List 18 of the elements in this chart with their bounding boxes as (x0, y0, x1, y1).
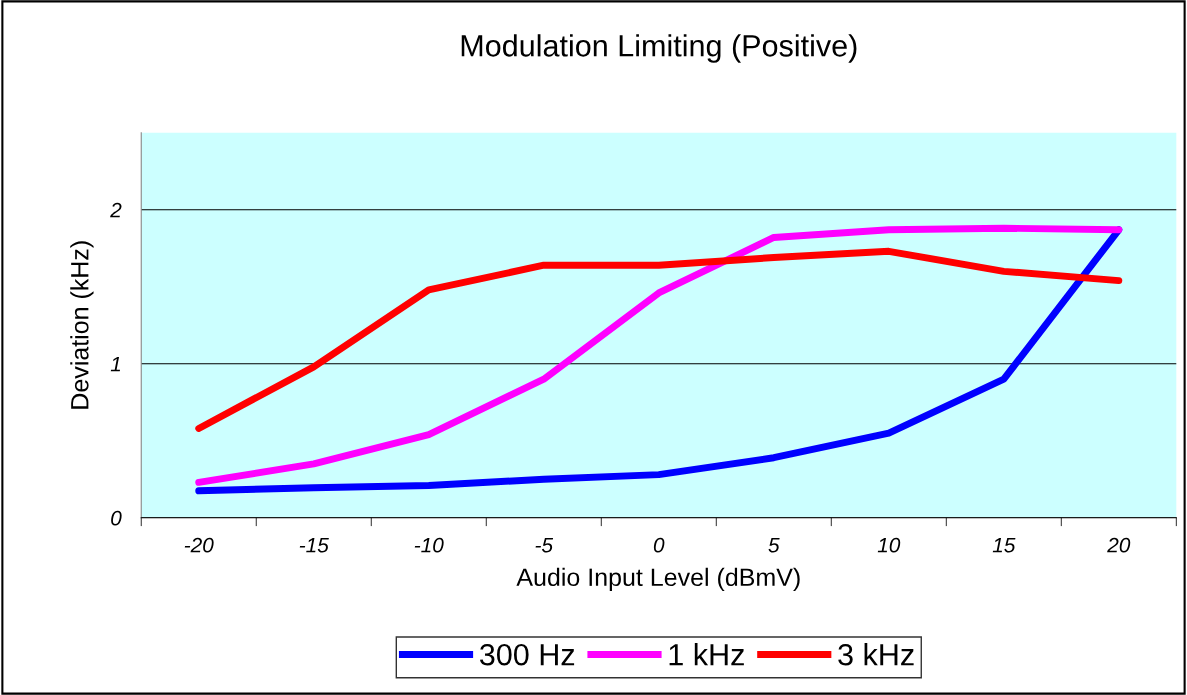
x-tick-label: 10 (877, 537, 901, 553)
y-tick-label: 1 (110, 356, 121, 372)
x-tick-label: -5 (535, 537, 554, 553)
y-axis-title: Deviation (kHz) (70, 241, 94, 409)
y-tick-label: 0 (111, 510, 122, 526)
x-tick-label: 20 (1107, 537, 1131, 553)
x-tick-label: 0 (653, 537, 665, 553)
x-tick-label: -20 (184, 537, 214, 553)
legend-label: 300 Hz (479, 643, 575, 666)
x-tick-label: -15 (299, 537, 329, 553)
x-tick-label: 15 (992, 537, 1016, 553)
x-axis-title: Audio Input Level (dBmV) (516, 567, 800, 592)
legend-label: 3 kHz (838, 643, 914, 666)
x-tick-label: 5 (768, 537, 780, 553)
legend-label: 1 kHz (669, 643, 744, 666)
x-tick-label: -10 (414, 537, 444, 553)
y-tick-label: 2 (110, 202, 122, 218)
chart-title: Modulation Limiting (Positive) (461, 34, 857, 63)
